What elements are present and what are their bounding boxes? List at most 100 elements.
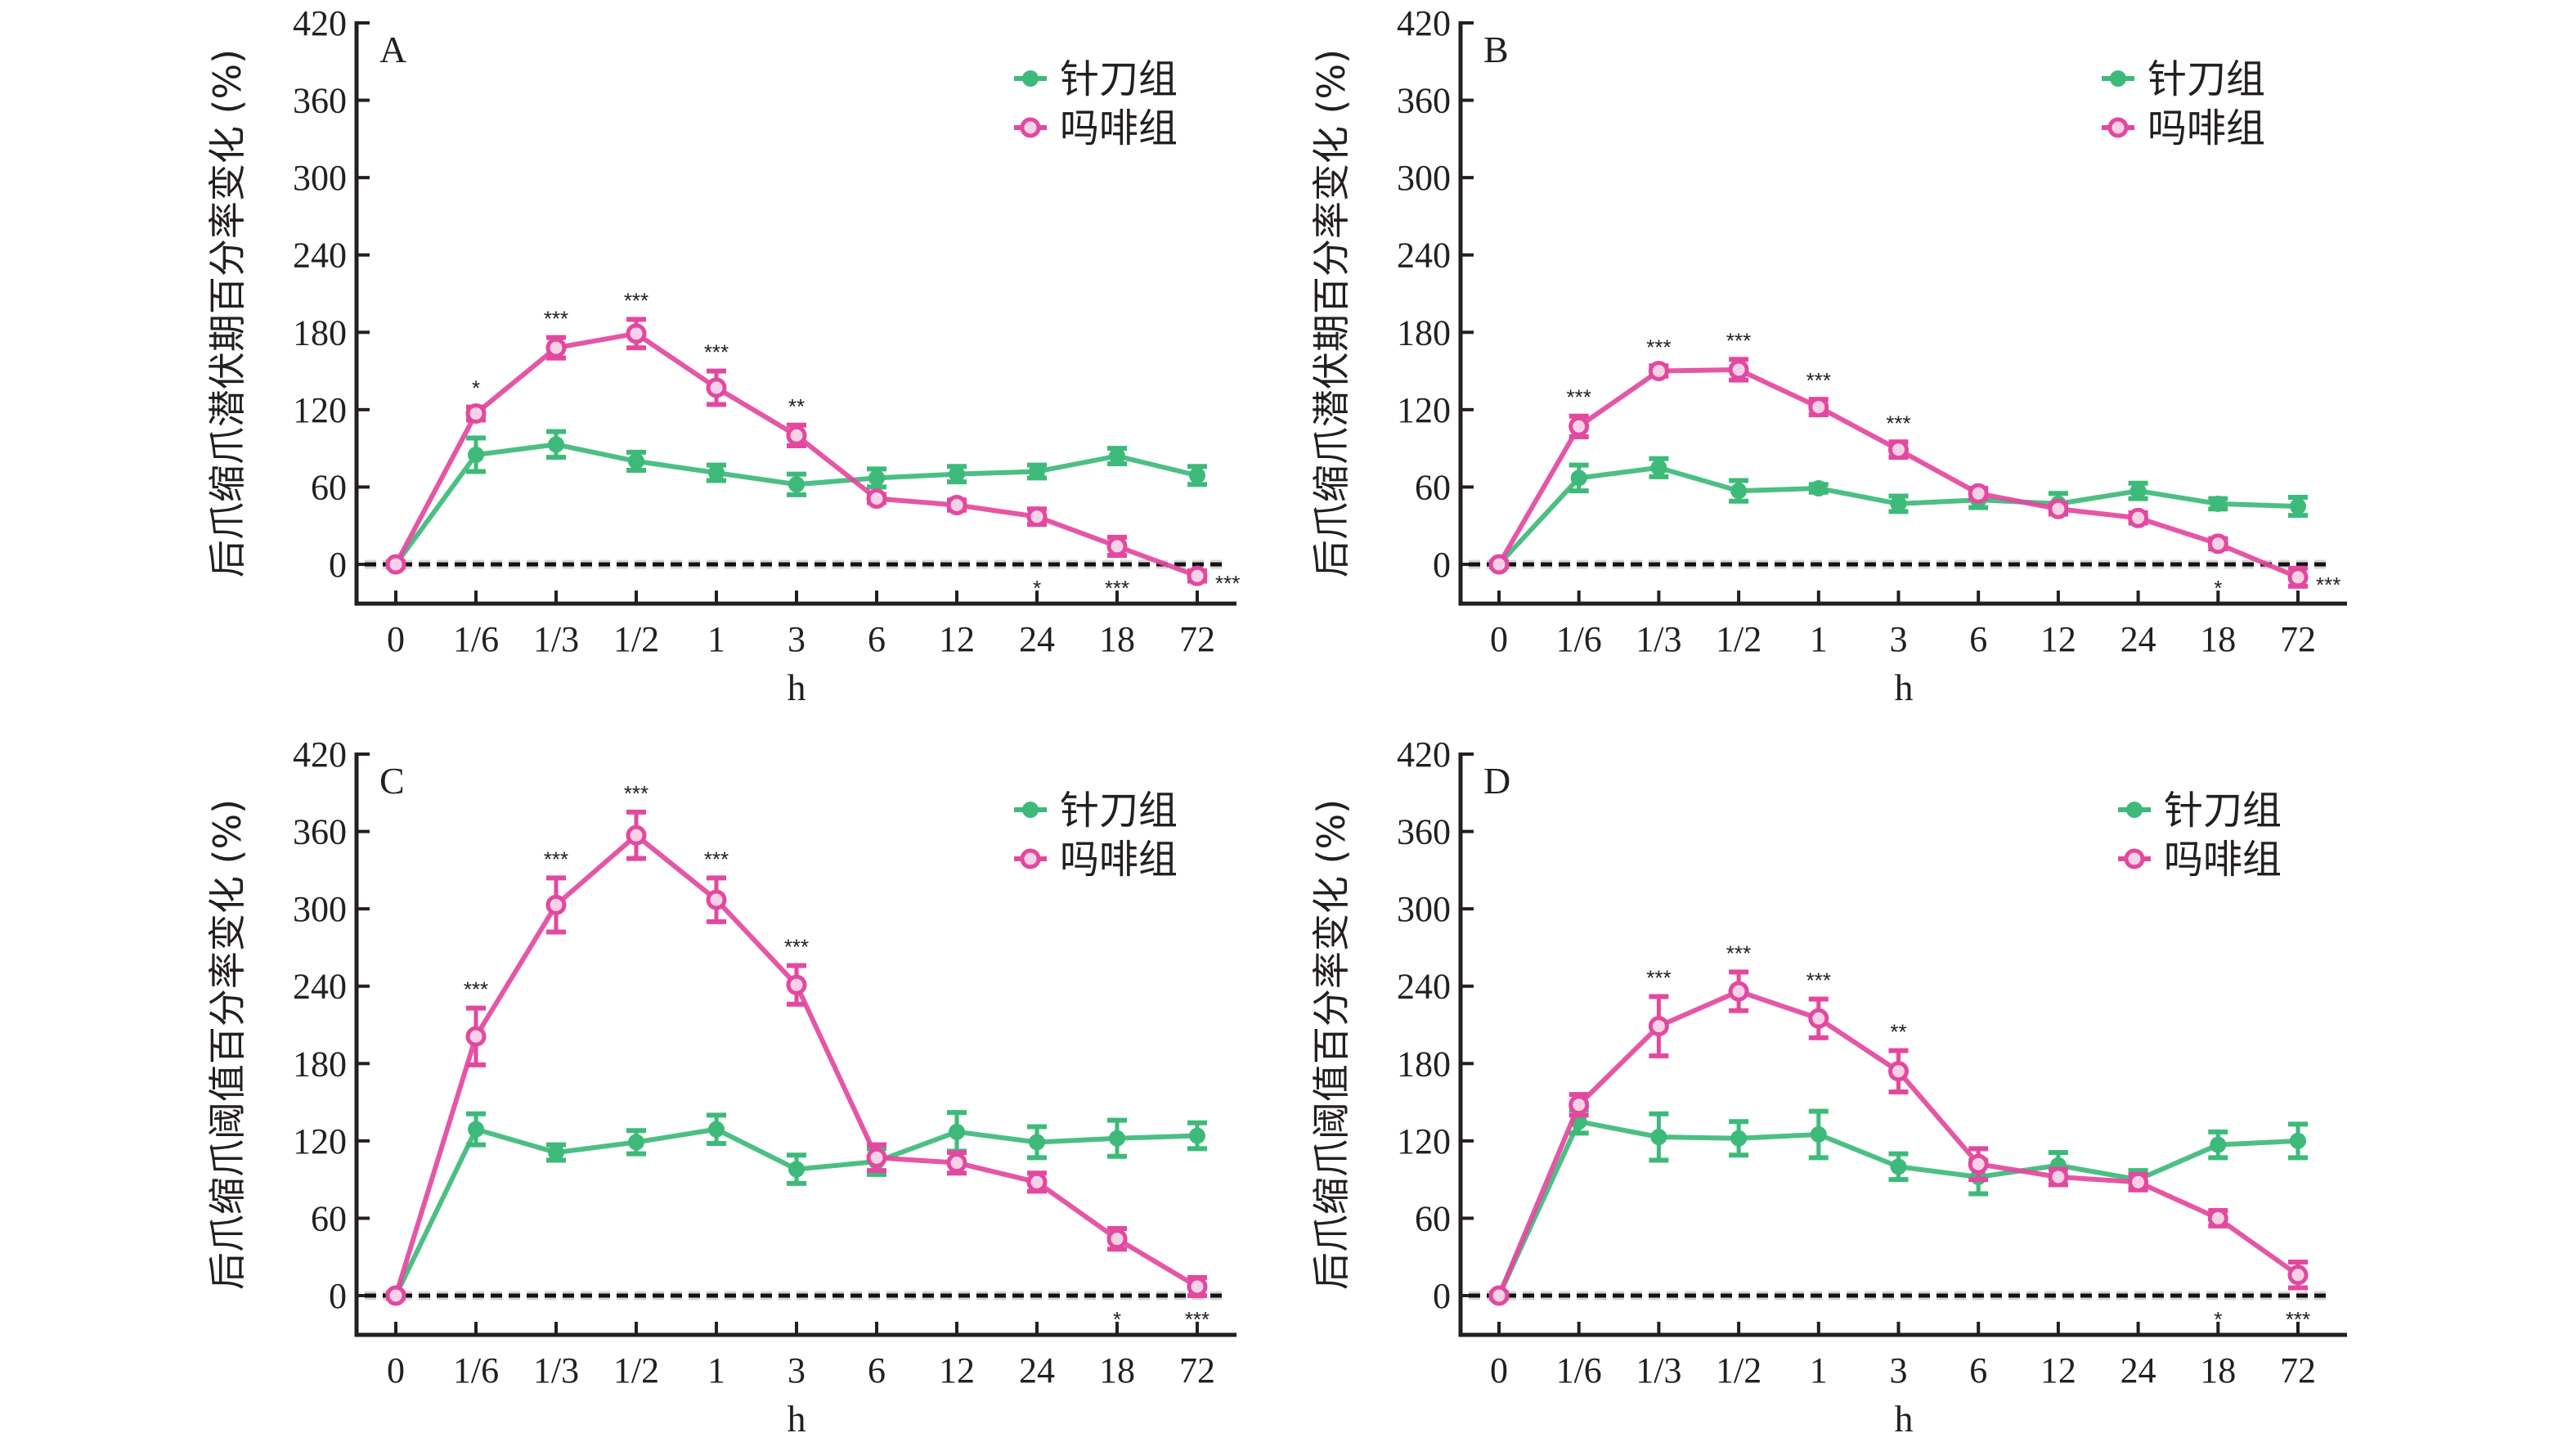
significance-marker: *** bbox=[1646, 335, 1671, 359]
x-tick-label: 1/2 bbox=[1716, 619, 1761, 659]
significance-marker: *** bbox=[544, 307, 568, 331]
series-line bbox=[393, 330, 1199, 578]
x-tick-label: 12 bbox=[939, 1350, 975, 1390]
series-needle-knife bbox=[386, 429, 1207, 573]
legend-marker-open bbox=[2124, 848, 2145, 869]
data-point bbox=[706, 889, 727, 910]
y-tick-label: 60 bbox=[1415, 467, 1451, 507]
y-tick-label: 0 bbox=[1433, 1276, 1451, 1316]
y-tick-label: 420 bbox=[293, 3, 347, 43]
y-tick-label: 60 bbox=[311, 1198, 347, 1238]
data-point bbox=[866, 1147, 887, 1168]
y-tick-label: 180 bbox=[293, 1044, 347, 1084]
x-tick-label: 1 bbox=[707, 1350, 725, 1390]
data-point bbox=[2207, 533, 2228, 555]
data-point bbox=[1968, 483, 1989, 504]
data-point bbox=[2048, 498, 2069, 519]
legend-marker-filled bbox=[1022, 802, 1039, 818]
data-point bbox=[1730, 1130, 1748, 1147]
axes bbox=[354, 21, 1236, 606]
series-morphine bbox=[1488, 357, 2309, 589]
data-point bbox=[468, 1121, 484, 1138]
panel-letter: C bbox=[379, 760, 405, 802]
data-point bbox=[545, 337, 567, 358]
significance-marker: *** bbox=[1567, 385, 1591, 410]
y-tick-label: 420 bbox=[1397, 734, 1451, 775]
data-point bbox=[946, 1152, 967, 1174]
x-tick-label: 1 bbox=[707, 619, 725, 659]
series-line bbox=[1497, 465, 2299, 567]
y-tick-label: 420 bbox=[1397, 3, 1451, 43]
significance-marker: *** bbox=[544, 847, 568, 871]
x-tick-label: 3 bbox=[1890, 619, 1908, 659]
panel-letter: A bbox=[379, 29, 406, 70]
data-point bbox=[626, 824, 647, 846]
data-point bbox=[468, 447, 484, 464]
data-point bbox=[385, 1285, 406, 1306]
data-point bbox=[1029, 1134, 1045, 1151]
x-tick-label: 1/3 bbox=[1636, 619, 1681, 659]
y-tick-label: 360 bbox=[293, 81, 347, 121]
x-tick-label: 1/6 bbox=[453, 1350, 499, 1390]
x-tick-label: 72 bbox=[1179, 1350, 1215, 1390]
y-tick-label: 180 bbox=[1397, 1044, 1451, 1084]
significance-marker: *** bbox=[704, 340, 729, 365]
x-tick-label: 0 bbox=[1490, 1350, 1508, 1390]
y-tick-label: 420 bbox=[293, 734, 347, 775]
x-axis-title: h bbox=[1895, 667, 1914, 708]
y-tick-label: 120 bbox=[293, 1121, 347, 1161]
data-point bbox=[1488, 554, 1510, 575]
data-point bbox=[1648, 361, 1669, 382]
data-point bbox=[1728, 981, 1749, 1002]
legend-marker-filled bbox=[1022, 70, 1039, 87]
legend-label: 针刀组 bbox=[2164, 788, 2282, 833]
data-point bbox=[866, 488, 887, 510]
y-tick-label: 360 bbox=[1397, 81, 1451, 121]
x-tick-label: 1/3 bbox=[533, 1350, 579, 1390]
y-tick-label: 300 bbox=[1397, 158, 1451, 198]
legend-marker-open bbox=[1020, 117, 1041, 138]
x-tick-label: 6 bbox=[868, 1350, 886, 1390]
data-point bbox=[1808, 1008, 1829, 1029]
data-point bbox=[1488, 1285, 1510, 1306]
data-point bbox=[949, 465, 965, 483]
data-point bbox=[626, 323, 647, 344]
y-tick-label: 180 bbox=[1397, 312, 1451, 353]
series-line bbox=[1497, 1118, 2299, 1297]
y-tick-label: 120 bbox=[293, 390, 347, 430]
y-axis-title: 后爪缩爪阈值百分率变化 (%) bbox=[1309, 799, 1353, 1290]
y-tick-label: 0 bbox=[329, 545, 347, 585]
x-axis-title: h bbox=[788, 1398, 806, 1440]
series-needle-knife bbox=[1489, 456, 2308, 573]
data-point bbox=[1106, 536, 1128, 557]
significance-marker: * bbox=[2214, 1307, 2222, 1332]
data-point bbox=[1568, 416, 1590, 437]
data-point bbox=[2207, 1207, 2228, 1229]
legend-label: 针刀组 bbox=[1060, 56, 1178, 102]
x-tick-label: 12 bbox=[2040, 619, 2076, 659]
x-tick-label: 0 bbox=[1490, 619, 1508, 659]
significance-marker: *** bbox=[1806, 968, 1831, 992]
data-point bbox=[628, 452, 644, 469]
significance-marker: *** bbox=[624, 289, 648, 313]
data-point bbox=[2048, 1166, 2069, 1188]
data-point bbox=[2287, 1265, 2309, 1286]
significance-marker: * bbox=[472, 376, 480, 401]
x-tick-label: 3 bbox=[788, 619, 806, 659]
data-point bbox=[2128, 1171, 2149, 1193]
data-point bbox=[2210, 1136, 2227, 1153]
data-point bbox=[2210, 495, 2227, 512]
legend-label: 吗啡组 bbox=[2164, 837, 2282, 883]
x-tick-label: 18 bbox=[2200, 619, 2236, 659]
significance-marker: * bbox=[1033, 576, 1041, 600]
y-tick-label: 300 bbox=[1397, 889, 1451, 929]
legend-marker-filled bbox=[2110, 70, 2126, 87]
data-point bbox=[1890, 495, 1907, 512]
x-tick-label: 24 bbox=[1019, 1350, 1055, 1390]
y-tick-label: 60 bbox=[311, 467, 347, 507]
data-point bbox=[1808, 397, 1829, 418]
data-point bbox=[1728, 359, 1749, 380]
